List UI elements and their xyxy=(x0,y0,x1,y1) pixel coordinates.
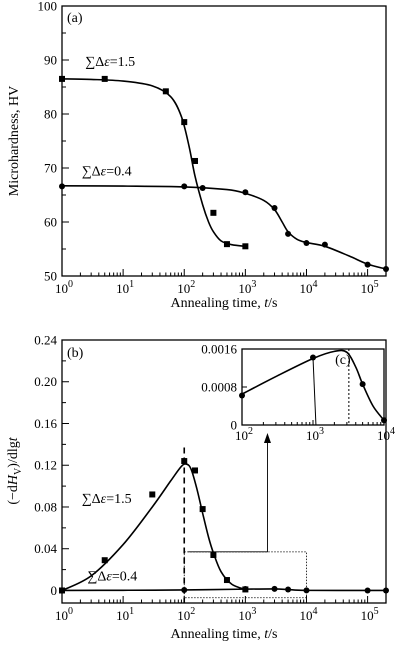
panel-c-ref-line xyxy=(312,357,317,426)
panel-b-series-1-legend-label: ∑Δε=1.5 xyxy=(82,492,132,507)
panel-c-xtick-label: 104 xyxy=(377,426,395,443)
panel-a-series-2-legend-label: ∑Δε=0.4 xyxy=(82,165,132,180)
panel-b-ytick-label: 0.24 xyxy=(34,333,57,348)
panel-b-series-2-point xyxy=(364,587,371,594)
panel-b-ytick-label: 0.08 xyxy=(34,499,57,514)
panel-a-series-2-point xyxy=(364,261,371,268)
panel-a-series-2-point xyxy=(285,230,292,237)
panel-c-ytick-label: 0 xyxy=(231,418,238,433)
panel-a-series-2-point xyxy=(303,240,310,247)
panel-a-series-1-legend-label: ∑Δε=1.5 xyxy=(85,55,135,70)
panel-a-series-2-point xyxy=(59,183,65,190)
panel-a-series-2-point xyxy=(181,183,188,190)
panel-a-series-2-point xyxy=(199,184,206,191)
panel-b-xtick-label: 103 xyxy=(238,606,256,623)
panel-a-series-1-point xyxy=(210,209,217,216)
panel-a-series-1-point xyxy=(223,241,230,248)
panel-b-series-2-point xyxy=(59,587,65,594)
zoom-arrow-head xyxy=(263,433,271,443)
panel-a-xtick-label: 102 xyxy=(177,279,195,296)
panel-a-series-1-point xyxy=(242,243,249,250)
panel-a-y-axis-label: Microhardness, HV xyxy=(7,86,22,196)
panel-b-series-1-point xyxy=(223,577,230,584)
panel-a-ytick-label: 90 xyxy=(44,53,57,68)
panel-c-label: (c) xyxy=(335,353,351,368)
inset-connectors xyxy=(183,433,307,599)
panel-a-series-2-point xyxy=(242,189,249,196)
panel-b-ytick-label: 0.16 xyxy=(34,416,57,431)
panel-b-series-1-curve xyxy=(61,463,246,592)
panel-a-series-1-point xyxy=(192,157,199,164)
panel-b-xtick-label: 105 xyxy=(361,606,379,623)
panel-a-series-2-curve xyxy=(61,185,387,270)
panel-b-series-1-point xyxy=(181,458,188,465)
panel-b-series-1-point xyxy=(210,551,217,558)
panel-b-series-2-point xyxy=(383,587,389,594)
panel-a-series-2-point xyxy=(321,241,328,248)
panel-a-series-2-point xyxy=(383,265,389,272)
panel-a: 100 101 102 103 104 105 50 60 70 80 90 100 ∑Δε=1.5 ∑Δ… xyxy=(7,0,389,311)
panel-b-ytick-label: 0 xyxy=(51,583,58,598)
panel-a-xtick-label: 101 xyxy=(116,279,134,296)
panel-a-series-1-point xyxy=(59,75,65,82)
panel-c-xtick-label: 103 xyxy=(306,426,324,443)
panel-c-ytick-label: 0.0008 xyxy=(201,380,237,395)
panel-a-ytick-label: 100 xyxy=(38,0,58,14)
panel-a-frame xyxy=(61,5,387,277)
panel-a-series-1-curve xyxy=(61,78,246,248)
panel-a-series-1-point xyxy=(181,119,188,126)
panel-c-series-1-point xyxy=(359,381,366,388)
panel-b-xtick-label: 104 xyxy=(299,606,317,623)
panel-b-series-1-point xyxy=(199,506,206,513)
panel-a-xtick-label: 100 xyxy=(55,279,73,296)
panel-b-ytick-label: 0.12 xyxy=(34,458,57,473)
panel-c-series-1-point xyxy=(381,417,387,424)
panel-c-xtick-label: 102 xyxy=(235,426,253,443)
panel-b-series-2-point xyxy=(242,586,249,593)
panel-b-ytick-label: 0.04 xyxy=(34,541,57,556)
panel-a-ytick-label: 60 xyxy=(44,215,57,230)
panel-b-series-2-point xyxy=(303,587,310,594)
panel-b-series-2-curve xyxy=(61,588,387,592)
panel-b: 100 101 102 103 104 105 0 0.04 0.08 0.12 0.16 0.20 0… xyxy=(6,333,389,642)
panel-a-series-1-point xyxy=(101,75,108,82)
panel-b-y-axis-label: (−dHV)/dlgt xyxy=(6,436,24,504)
panel-c-series-1-point xyxy=(239,392,245,399)
panel-a-series-2-point xyxy=(271,204,278,211)
panel-c-inset: 102 103 104 0 0.0008 0.0016 (c) xyxy=(201,342,395,444)
panel-a-xtick-label: 105 xyxy=(361,279,379,296)
panel-c-series-1-point xyxy=(310,354,316,361)
panel-b-ytick-label: 0.20 xyxy=(34,374,57,389)
panel-b-series-1-point xyxy=(101,557,108,564)
panel-b-xtick-label: 102 xyxy=(177,606,195,623)
panel-a-x-axis-label: Annealing time, t/s xyxy=(171,296,278,311)
panel-b-series-2-point xyxy=(271,585,278,592)
panel-b-xtick-label: 100 xyxy=(55,606,73,623)
panel-b-series-1-point xyxy=(149,491,156,498)
panel-a-ytick-label: 70 xyxy=(44,161,57,176)
panel-b-series-2-point xyxy=(285,586,292,593)
panel-c-series-1-curve xyxy=(241,349,385,421)
panel-b-x-axis-label: Annealing time, t/s xyxy=(171,627,278,642)
panel-a-ytick-label: 50 xyxy=(44,269,57,284)
panel-a-label: (a) xyxy=(67,11,83,26)
panel-a-xtick-label: 104 xyxy=(299,279,317,296)
panel-a-ytick-label: 80 xyxy=(44,107,57,122)
panel-a-series-1-point xyxy=(162,88,169,95)
panel-b-label: (b) xyxy=(67,346,84,361)
panel-b-series-2-legend-label: ∑Δε=0.4 xyxy=(87,569,137,584)
panel-b-xtick-label: 101 xyxy=(116,606,134,623)
zoom-arrow-line xyxy=(188,441,268,553)
panel-b-series-1-point xyxy=(192,467,199,474)
panel-c-ytick-label: 0.0016 xyxy=(201,342,237,357)
panel-a-xtick-label: 103 xyxy=(238,279,256,296)
panel-b-frame xyxy=(61,339,387,604)
